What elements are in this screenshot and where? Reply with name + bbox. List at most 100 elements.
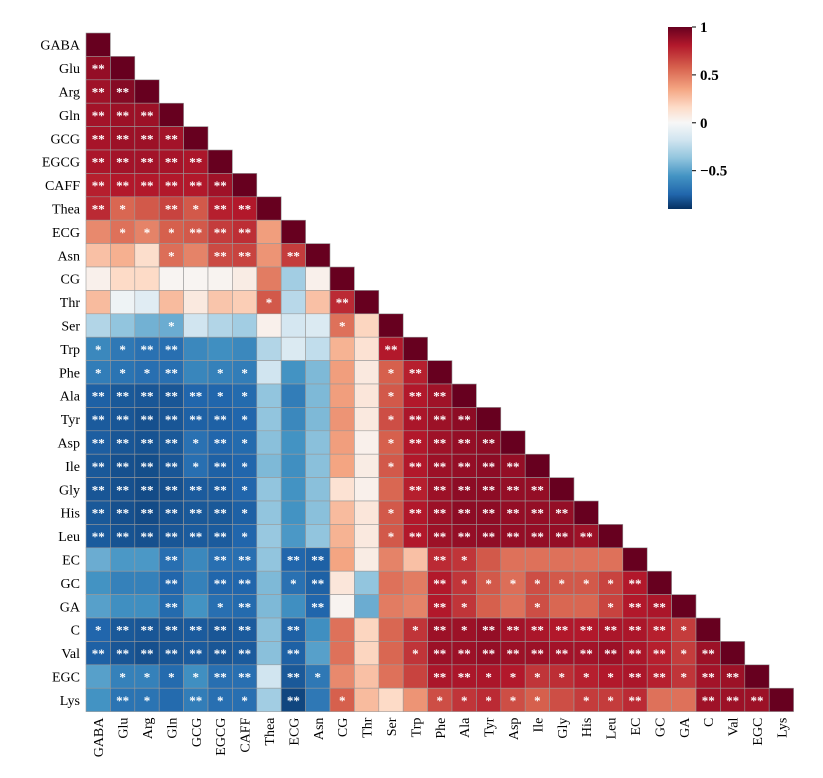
significance-mark: **	[92, 412, 105, 427]
significance-mark: **	[458, 482, 471, 497]
significance-mark: **	[165, 178, 178, 193]
heatmap-cell	[305, 477, 331, 502]
significance-mark: **	[433, 506, 446, 521]
heatmap-cell	[354, 617, 380, 642]
significance-mark: *	[95, 623, 102, 638]
significance-mark: **	[507, 482, 520, 497]
significance-mark: **	[653, 623, 666, 638]
significance-mark: **	[116, 506, 129, 521]
x-tick-label: Thr	[361, 717, 376, 738]
heatmap-cell	[85, 290, 111, 315]
significance-mark: *	[119, 342, 126, 357]
significance-mark: **	[189, 646, 202, 661]
y-tick-label: Ser	[61, 320, 80, 335]
heatmap-cell	[280, 313, 306, 338]
heatmap-cell	[207, 149, 233, 174]
significance-mark: **	[141, 389, 154, 404]
significance-mark: **	[214, 529, 227, 544]
significance-mark: *	[437, 693, 444, 708]
heatmap-cell	[305, 641, 331, 666]
significance-mark: **	[336, 295, 349, 310]
significance-mark: *	[681, 670, 688, 685]
significance-mark: **	[409, 459, 422, 474]
significance-mark: *	[388, 459, 395, 474]
significance-mark: *	[241, 459, 248, 474]
heatmap-cell	[378, 687, 404, 712]
significance-mark: **	[433, 670, 446, 685]
y-tick-label: Leu	[58, 530, 80, 545]
significance-mark: *	[168, 319, 175, 334]
heatmap-cell	[207, 313, 233, 338]
significance-mark: *	[534, 576, 541, 591]
significance-mark: **	[629, 599, 642, 614]
significance-mark: **	[214, 646, 227, 661]
significance-mark: *	[144, 670, 151, 685]
heatmap-cell	[183, 570, 209, 595]
y-tick-label: Ala	[60, 390, 81, 405]
significance-mark: **	[189, 178, 202, 193]
x-tick-label: Gly	[556, 718, 571, 739]
significance-mark: *	[217, 599, 224, 614]
significance-mark: **	[92, 202, 105, 217]
significance-mark: **	[165, 459, 178, 474]
significance-mark: **	[165, 202, 178, 217]
significance-mark: *	[241, 412, 248, 427]
significance-mark: **	[141, 178, 154, 193]
heatmap-cell	[110, 56, 136, 81]
heatmap-cell	[573, 500, 599, 525]
significance-mark: **	[555, 623, 568, 638]
x-tick-label: C	[702, 718, 717, 727]
heatmap-cell	[256, 547, 282, 572]
heatmap-cell	[378, 641, 404, 666]
significance-mark: **	[214, 436, 227, 451]
y-tick-label: Trp	[60, 343, 80, 358]
significance-mark: **	[141, 342, 154, 357]
significance-mark: *	[607, 576, 614, 591]
significance-mark: **	[238, 576, 251, 591]
significance-mark: **	[116, 412, 129, 427]
significance-mark: *	[193, 459, 200, 474]
heatmap-cell	[158, 290, 184, 315]
heatmap-cell	[329, 430, 355, 455]
heatmap-cell	[256, 360, 282, 385]
heatmap-cell	[207, 336, 233, 361]
heatmap-cell	[158, 687, 184, 712]
significance-mark: *	[95, 342, 102, 357]
heatmap-cell	[134, 313, 160, 338]
x-tick-label: Ile	[531, 718, 546, 733]
heatmap-cell	[158, 266, 184, 291]
significance-mark: **	[287, 646, 300, 661]
significance-mark: *	[119, 365, 126, 380]
significance-mark: *	[559, 576, 566, 591]
significance-mark: *	[241, 482, 248, 497]
significance-mark: **	[409, 436, 422, 451]
y-tick-label: Asn	[57, 249, 80, 264]
significance-mark: **	[141, 436, 154, 451]
heatmap-cell	[134, 243, 160, 268]
significance-mark: **	[238, 670, 251, 685]
heatmap-cell	[671, 594, 697, 619]
heatmap-cell	[305, 243, 331, 268]
x-tick-label: Ala	[458, 717, 473, 738]
heatmap-cell	[354, 500, 380, 525]
significance-mark: *	[193, 436, 200, 451]
significance-mark: **	[482, 506, 495, 521]
heatmap-cell	[256, 383, 282, 408]
x-tick-label: CG	[336, 718, 351, 737]
significance-mark: **	[214, 506, 227, 521]
heatmap-cell	[256, 500, 282, 525]
significance-mark: *	[168, 670, 175, 685]
colorbar-tick-label: −0.5	[700, 164, 727, 180]
significance-mark: *	[339, 319, 346, 334]
heatmap-cell	[354, 687, 380, 712]
significance-mark: **	[165, 529, 178, 544]
x-tick-label: Lys	[775, 718, 790, 738]
heatmap-cell	[354, 524, 380, 549]
y-tick-label: Thr	[60, 296, 81, 311]
significance-mark: **	[653, 670, 666, 685]
heatmap-cell	[402, 687, 428, 712]
significance-mark: *	[266, 295, 273, 310]
heatmap-cell	[354, 383, 380, 408]
significance-mark: **	[214, 248, 227, 263]
